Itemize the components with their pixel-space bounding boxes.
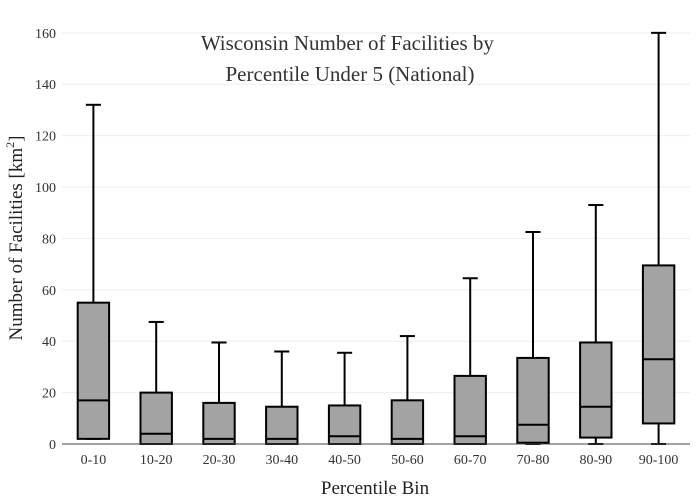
chart-title: Wisconsin Number of Facilities by Percen… — [201, 31, 499, 86]
interquartile-box — [453, 374, 487, 445]
box-plot-item — [453, 277, 487, 445]
chart-title-line-2: Percentile Under 5 (National) — [226, 62, 475, 86]
box-plot-item — [390, 335, 425, 446]
box-plot-item — [579, 204, 613, 445]
interquartile-box — [327, 404, 362, 446]
chart-title-line-1: Wisconsin Number of Facilities by — [201, 31, 495, 55]
x-tick-label: 50-60 — [391, 453, 424, 468]
x-tick-label: 70-80 — [517, 453, 550, 468]
y-axis-title: Number of Facilities [km2] — [3, 136, 27, 341]
y-tick-label: 0 — [49, 438, 56, 453]
interquartile-box — [579, 341, 613, 439]
x-tick-label: 0-10 — [81, 453, 107, 468]
interquartile-box — [390, 399, 425, 446]
x-tick-label: 60-70 — [454, 453, 487, 468]
x-tick-label: 40-50 — [328, 453, 361, 468]
y-tick-label: 140 — [35, 78, 56, 93]
interquartile-box — [516, 356, 550, 444]
box-plot-item — [76, 103, 111, 440]
y-tick-label: 20 — [42, 387, 56, 402]
x-tick-label: 80-90 — [579, 453, 612, 468]
y-tick-label: 120 — [35, 130, 56, 145]
x-tick-labels: 0-10 10-20 20-30 30-40 40-50 50-60 60-70 70-80 8… — [81, 453, 679, 468]
interquartile-box — [202, 401, 236, 446]
box-plot-item — [641, 31, 676, 445]
box-plot-item — [327, 351, 362, 446]
box-plot-item — [139, 320, 173, 445]
x-tick-label: 20-30 — [203, 453, 236, 468]
interquartile-box — [265, 405, 299, 445]
y-tick-label: 160 — [35, 27, 56, 42]
x-tick-label: 10-20 — [140, 453, 173, 468]
box-plot-item — [265, 350, 299, 445]
interquartile-box — [139, 391, 173, 445]
x-tick-label: 30-40 — [265, 453, 298, 468]
interquartile-box — [76, 301, 111, 440]
box-plot-series — [76, 31, 676, 446]
y-tick-label: 60 — [42, 284, 56, 299]
box-plot-item — [202, 341, 236, 446]
box-plot-item — [516, 231, 550, 445]
y-axis-title-end: ] — [6, 136, 27, 142]
y-tick-labels: 0 20 40 60 80 100 120 140 160 — [35, 27, 56, 453]
grid-lines — [62, 32, 690, 394]
y-axis-title-superscript: 2 — [3, 142, 17, 148]
y-tick-label: 40 — [42, 335, 56, 350]
interquartile-box — [641, 264, 676, 425]
y-axis-title-main: Number of Facilities [km — [6, 148, 27, 341]
x-tick-label: 90-100 — [639, 453, 679, 468]
y-tick-label: 100 — [35, 181, 56, 196]
x-axis-title: Percentile Bin — [321, 478, 430, 499]
y-tick-label: 80 — [42, 232, 56, 247]
